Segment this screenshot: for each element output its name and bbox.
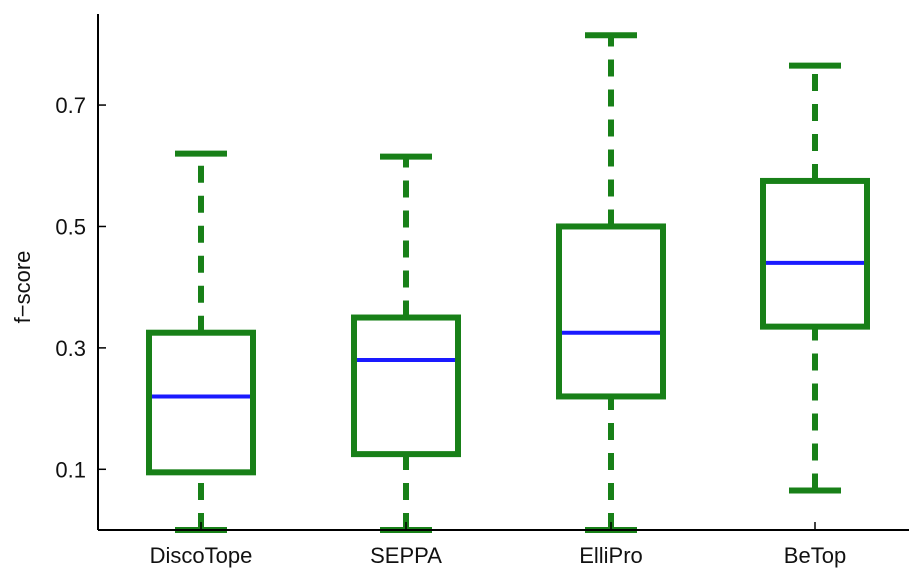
box-betop <box>760 177 870 330</box>
box-seppa <box>351 314 461 458</box>
box-discotope <box>146 329 256 476</box>
box-group-discotope <box>146 150 256 533</box>
plot-area <box>146 32 870 533</box>
box-group-seppa <box>351 153 461 533</box>
box-group-betop <box>760 62 870 494</box>
box-group-ellipro <box>556 32 666 533</box>
x-tick-label-ellipro: ElliPro <box>579 543 643 568</box>
y-tick-label-1: 0.3 <box>55 336 86 361</box>
x-tick-label-betop: BeTop <box>784 543 846 568</box>
x-tick-label-discotope: DiscoTope <box>150 543 253 568</box>
x-tick-label-seppa: SEPPA <box>370 543 442 568</box>
y-axis-label: f−score <box>10 251 35 324</box>
box-ellipro <box>556 223 666 400</box>
axes: DiscoTope SEPPA ElliPro BeTop 0.1 0.3 0.5 0.7 <box>55 14 909 568</box>
y-tick-label-2: 0.5 <box>55 214 86 239</box>
y-tick-label-0: 0.1 <box>55 457 86 482</box>
y-tick-label-3: 0.7 <box>55 93 86 118</box>
